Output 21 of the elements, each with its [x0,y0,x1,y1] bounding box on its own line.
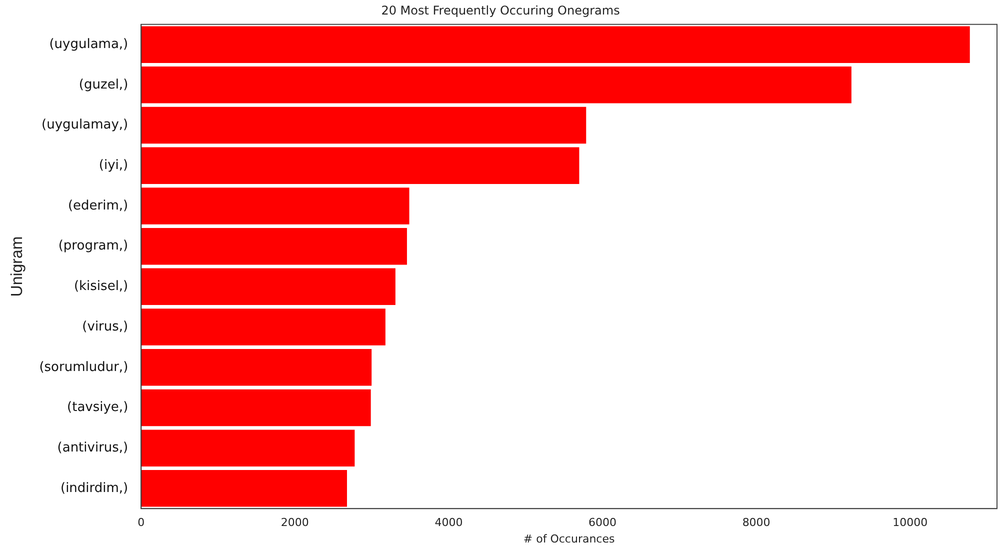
y-tick-label: (indirdim,) [60,480,128,496]
y-axis-title: Unigram [9,236,26,297]
x-tick-label: 0 [138,516,145,530]
y-tick-label: (tavsiye,) [67,400,128,416]
x-axis-title: # of Occurances [523,532,615,546]
y-tick-label: (antivirus,) [57,440,128,456]
y-tick-label: (guzel,) [78,77,128,92]
x-tick-label: 2000 [280,516,309,530]
y-tick-label: (program,) [58,238,128,254]
y-tick-label: (uygulama,) [49,36,128,52]
y-tick-label: (iyi,) [98,158,128,173]
y-tick-label: (uygulamay,) [42,118,128,133]
chart-title: 20 Most Frequently Occuring Onegrams [381,3,620,18]
y-tick-label: (virus,) [82,319,128,334]
y-tick-label: (ederim,) [68,198,128,214]
x-tick-label: 4000 [434,516,463,530]
x-tick-label: 10000 [892,516,928,530]
y-tick-label: (kisisel,) [74,279,128,294]
y-tick-label: (sorumludur,) [39,360,128,375]
x-tick-label: 6000 [588,516,617,530]
x-tick-label: 8000 [742,516,770,530]
